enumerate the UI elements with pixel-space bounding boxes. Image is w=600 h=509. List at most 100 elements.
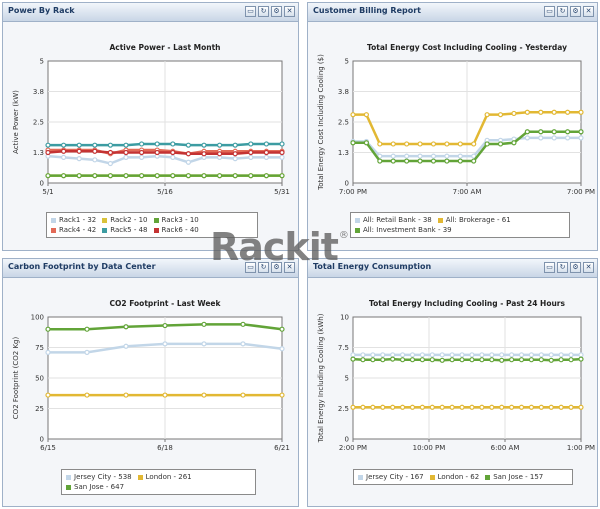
panel-customer-billing: Customer Billing Report ▭ ↻ ⚙ ✕ Total En… [307, 2, 598, 251]
refresh-icon[interactable]: ↻ [258, 6, 269, 17]
data-point [139, 149, 145, 156]
data-point [444, 158, 450, 164]
legend-swatch [102, 217, 108, 223]
restore-icon[interactable]: ▭ [245, 262, 256, 273]
panel-title: Carbon Footprint by Data Center [8, 262, 156, 271]
legend-item[interactable]: London - 261 [137, 472, 192, 482]
data-point [489, 404, 495, 410]
legend-item[interactable]: London - 62 [429, 472, 479, 482]
data-point [185, 159, 191, 165]
data-point [419, 352, 425, 358]
data-point [564, 109, 571, 115]
y-axis-label: Total Energy Including Cooling (kWh) [317, 313, 325, 443]
y-tick-label: 7.5 [338, 344, 349, 352]
legend-item[interactable]: All: Brokerage - 61 [437, 215, 511, 225]
data-point [524, 135, 530, 141]
data-point [417, 141, 423, 147]
legend-item[interactable]: All: Retail Bank - 38 [355, 215, 432, 225]
series-line [47, 154, 282, 165]
data-point [528, 352, 535, 358]
data-point [430, 158, 437, 164]
data-point [154, 173, 160, 179]
legend-item[interactable]: Rack6 - 40 [153, 225, 199, 235]
legend-item[interactable]: San Jose - 647 [66, 482, 124, 492]
settings-icon[interactable]: ⚙ [570, 6, 581, 17]
data-point [429, 404, 435, 410]
data-point [459, 357, 465, 363]
settings-icon[interactable]: ⚙ [271, 6, 282, 17]
legend-item[interactable]: Jersey City - 167 [358, 472, 424, 482]
legend-item[interactable]: Jersey City - 538 [66, 472, 132, 482]
data-point [479, 357, 485, 363]
refresh-icon[interactable]: ↻ [557, 262, 568, 273]
data-point [499, 357, 505, 363]
data-point [518, 404, 525, 410]
data-point [419, 404, 425, 410]
x-tick-label: 6/18 [157, 444, 173, 452]
close-icon[interactable]: ✕ [583, 262, 594, 273]
legend-item[interactable]: San Jose - 157 [485, 472, 543, 482]
close-icon[interactable]: ✕ [284, 6, 295, 17]
data-point [123, 142, 129, 148]
legend-item[interactable]: Rack2 - 10 [102, 215, 148, 225]
data-point [497, 112, 504, 118]
legend-label: Rack1 - 32 [59, 216, 97, 224]
refresh-icon[interactable]: ↻ [258, 262, 269, 273]
data-point [363, 140, 370, 146]
legend-item[interactable]: Rack5 - 48 [102, 225, 148, 235]
data-point [417, 158, 423, 164]
restore-icon[interactable]: ▭ [544, 6, 555, 17]
settings-icon[interactable]: ⚙ [271, 262, 282, 273]
data-point [350, 404, 356, 410]
data-point [360, 404, 366, 410]
legend-item[interactable]: Rack1 - 32 [51, 215, 96, 225]
data-point [123, 149, 129, 156]
x-tick-label: 7:00 AM [453, 188, 482, 196]
data-point [457, 153, 463, 159]
refresh-icon[interactable]: ↻ [557, 6, 568, 17]
legend-item[interactable]: All: Investment Bank - 39 [355, 225, 452, 235]
close-icon[interactable]: ✕ [284, 262, 295, 273]
data-point [457, 141, 463, 147]
legend-swatch [358, 474, 363, 480]
y-tick-label: 2.5 [338, 119, 349, 127]
data-point [439, 357, 445, 363]
restore-icon[interactable]: ▭ [245, 6, 256, 17]
data-point [377, 141, 383, 147]
data-point [107, 142, 114, 148]
data-point [429, 357, 435, 363]
data-point [248, 173, 254, 179]
data-point [578, 352, 584, 358]
data-point [217, 142, 223, 148]
data-point [45, 349, 51, 355]
data-point [390, 141, 396, 147]
y-tick-label: 2.5 [33, 119, 44, 127]
data-point [170, 141, 176, 147]
x-tick-label: 2:00 PM [339, 444, 367, 452]
data-point [162, 322, 168, 329]
data-point [279, 346, 285, 352]
data-point [139, 173, 145, 179]
chart-title: Total Energy Including Cooling - Past 24… [369, 299, 565, 308]
data-point [377, 153, 383, 159]
legend-label: Jersey City - 167 [366, 473, 424, 481]
legend-item[interactable]: Rack3 - 10 [153, 215, 199, 225]
data-point [232, 151, 238, 157]
data-point [578, 404, 584, 410]
y-axis-label: Active Power (kW) [12, 90, 20, 154]
legend-item[interactable]: Rack4 - 42 [51, 225, 96, 235]
data-point [170, 154, 176, 160]
y-tick-label: 3.8 [33, 88, 44, 96]
legend-swatch [66, 484, 71, 490]
data-point [350, 356, 356, 362]
data-point [350, 140, 356, 146]
restore-icon[interactable]: ▭ [544, 262, 555, 273]
data-point [509, 352, 515, 358]
data-point [201, 341, 207, 347]
settings-icon[interactable]: ⚙ [570, 262, 581, 273]
x-tick-label: 5/31 [274, 188, 290, 196]
panel-title: Total Energy Consumption [313, 262, 432, 271]
legend-label: London - 261 [145, 473, 192, 481]
data-point [263, 173, 269, 179]
close-icon[interactable]: ✕ [583, 6, 594, 17]
